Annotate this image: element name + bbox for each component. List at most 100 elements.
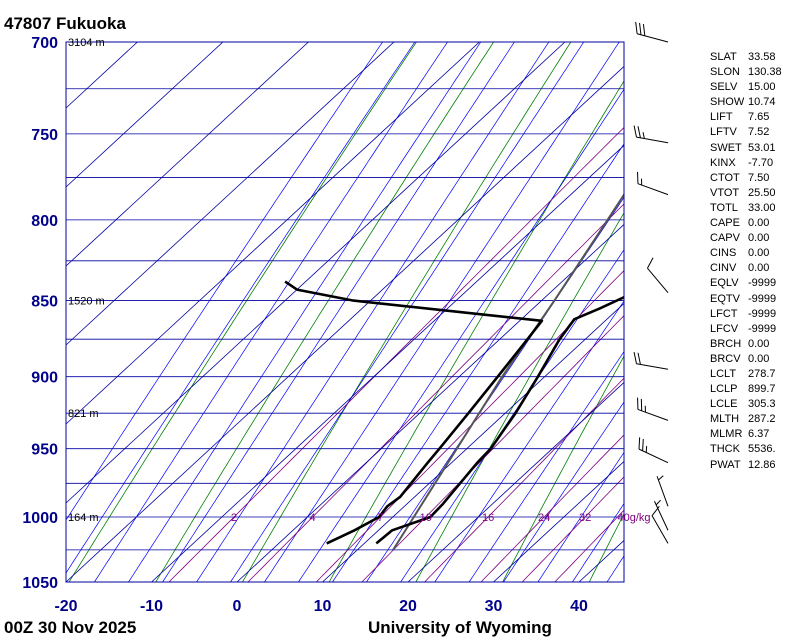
mixing-ratio-label: 32 (579, 512, 591, 524)
index-value: 53.01 (748, 141, 776, 154)
index-row: LFTV 7.52 (710, 125, 795, 140)
index-name: PWAT (710, 458, 741, 471)
isotherm (66, 42, 224, 188)
isotherm (0, 42, 52, 582)
index-value: 899.7 (748, 383, 776, 396)
index-value: 278.7 (748, 367, 776, 380)
index-row: SLON 130.38 (710, 65, 795, 80)
index-value: 130.38 (748, 66, 782, 79)
wind-barb (651, 506, 669, 544)
mixing-ratio-label: 2 (231, 512, 237, 524)
isotherm (66, 42, 309, 267)
index-row: CAPE 0.00 (710, 216, 795, 231)
index-value: 7.65 (748, 111, 770, 124)
index-row: THCK 5536. (710, 442, 795, 457)
wind-barbs (633, 21, 669, 544)
index-row: KINX -7.70 (710, 156, 795, 171)
index-name: KINX (710, 156, 736, 169)
index-value: 305.3 (748, 398, 776, 411)
wind-barb (633, 352, 669, 370)
index-row: TOTL 33.00 (710, 201, 795, 216)
label-layer: 700 750 800 850 900 950 1000 1050 -20 -10 0 10 20 30 4… (22, 35, 650, 615)
moist-adiabat (66, 42, 416, 574)
parcel-path (392, 192, 624, 551)
index-name: BRCV (710, 352, 741, 365)
isotherm (407, 381, 624, 582)
temperature-tick-label: 10 (314, 598, 332, 615)
profile-layer (284, 192, 624, 551)
index-row: EQTV -9999 (710, 292, 795, 307)
index-value: 7.52 (748, 126, 770, 139)
index-row: LFCT -9999 (710, 307, 795, 322)
index-value: 7.50 (748, 171, 770, 184)
pressure-tick-label: 700 (31, 35, 58, 52)
temperature-tick-label: 20 (399, 598, 417, 615)
index-value: -9999 (748, 322, 777, 335)
moist-adiabat (230, 42, 584, 582)
moist-adiabat (468, 351, 624, 582)
index-name: SLAT (710, 51, 737, 63)
index-name: CAPE (710, 217, 740, 230)
mixing-ratio-label: 7 (377, 512, 383, 524)
index-name: LCLE (710, 398, 738, 411)
pressure-tick-label: 900 (31, 370, 58, 387)
index-row: LCLE 305.3 (710, 397, 795, 412)
moist-adiabat (537, 451, 624, 582)
index-value: -9999 (748, 277, 777, 290)
mixing-ratio-label: 16 (482, 512, 494, 524)
wind-barb (654, 499, 669, 531)
data-credit: University of Wyoming (368, 618, 552, 637)
index-name: SELV (710, 81, 738, 94)
index-value: 5536. (748, 443, 776, 456)
index-name: LCLP (710, 383, 738, 396)
dewpoint-profile (284, 280, 544, 545)
mixing-ratio-label: 24 (538, 512, 550, 524)
mixing-ratio-label: 10 (420, 512, 432, 524)
index-name: CINV (710, 262, 737, 275)
wind-barb (635, 21, 669, 43)
wind-barb (656, 475, 669, 507)
sounding-indices: SLAT 33.58 SLON 130.38 SELV 15.00 SHOW 10.74 LIF… (710, 50, 795, 473)
index-row: SELV 15.00 (710, 80, 795, 95)
index-name: LIFT (710, 111, 733, 124)
index-value: 0.00 (748, 352, 770, 365)
index-value: 6.37 (748, 428, 770, 441)
temperature-tick-label: -10 (140, 598, 163, 615)
moist-adiabat (503, 401, 624, 582)
index-value: 25.50 (748, 186, 776, 199)
index-value: 287.2 (748, 413, 776, 426)
height-label: 821 m (68, 408, 99, 420)
index-value: 12.86 (748, 458, 776, 471)
isotherm (236, 223, 624, 582)
wind-barb (638, 437, 669, 464)
temperature-tick-label: 30 (485, 598, 503, 615)
isotherm (66, 42, 480, 425)
index-row: LFCV -9999 (710, 322, 795, 337)
station-title: 47807 Fukuoka (4, 14, 126, 33)
index-name: LFTV (710, 126, 737, 139)
index-value: -9999 (748, 292, 777, 305)
isotherm (151, 144, 624, 582)
isotherm (322, 302, 624, 582)
moist-adiabat (332, 143, 624, 582)
index-row: BRCV 0.00 (710, 352, 795, 367)
index-name: VTOT (710, 186, 740, 199)
temperature-tick-label: 40 (570, 598, 588, 615)
index-name: SHOW (710, 96, 745, 109)
observation-time: 00Z 30 Nov 2025 (4, 618, 136, 637)
index-name: CTOT (710, 171, 740, 184)
index-row: LIFT 7.65 (710, 110, 795, 125)
wind-barb (633, 125, 669, 144)
index-name: EQTV (710, 292, 740, 305)
index-value: 33.58 (748, 51, 776, 63)
index-name: SWET (710, 141, 742, 154)
index-value: -7.70 (748, 156, 774, 169)
index-row: MLTH 287.2 (710, 412, 795, 427)
wind-barb (637, 397, 669, 421)
index-value: -9999 (748, 307, 777, 320)
index-row: SLAT 33.58 (710, 50, 795, 65)
wind-barb (637, 171, 669, 196)
index-name: LFCT (710, 307, 738, 320)
index-row: BRCH 0.00 (710, 337, 795, 352)
